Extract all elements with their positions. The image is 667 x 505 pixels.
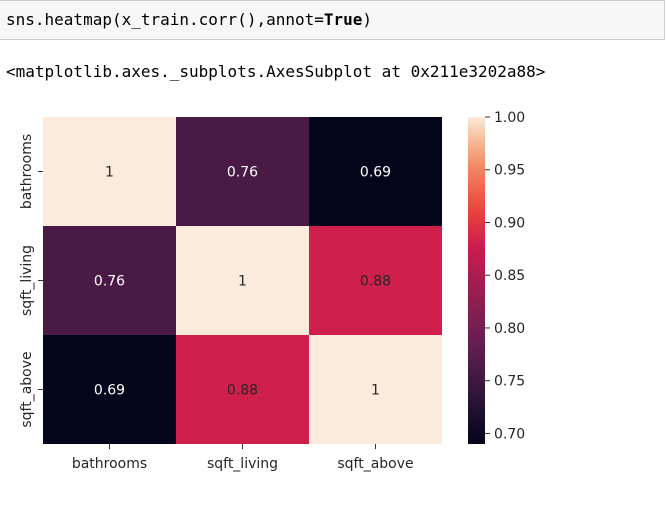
code-prefix: sns.heatmap(x_train.corr(),annot=	[6, 10, 324, 29]
cell-annotation: 0.88	[360, 274, 391, 290]
colorbar-tick-label: 0.85	[494, 268, 525, 284]
heatmap-cell	[176, 335, 309, 444]
x-tick-label: sqft_living	[207, 456, 278, 472]
heatmap-cell	[43, 335, 176, 444]
colorbar-tick-label: 0.90	[494, 215, 525, 231]
y-tick-label: bathrooms	[19, 134, 35, 209]
cell-annotation: 0.69	[94, 383, 125, 399]
heatmap-cell	[43, 117, 176, 226]
cell-annotation: 1	[238, 274, 247, 290]
cell-annotation: 1	[371, 383, 380, 399]
colorbar-tick-label: 0.80	[494, 321, 525, 337]
colorbar-tick-label: 0.70	[494, 426, 525, 442]
code-keyword: True	[323, 10, 363, 29]
code-cell[interactable]: sns.heatmap(x_train.corr(),annot=True)	[0, 0, 665, 40]
x-tick-label: sqft_above	[337, 456, 413, 472]
cell-annotation: 0.69	[360, 165, 391, 181]
heatmap-cell	[176, 226, 309, 335]
x-tick-label: bathrooms	[72, 456, 147, 472]
colorbar-tick-label: 0.95	[494, 163, 525, 179]
cell-annotation: 0.76	[227, 165, 258, 181]
cell-annotation: 0.88	[227, 383, 258, 399]
code-line[interactable]: sns.heatmap(x_train.corr(),annot=True)	[6, 10, 372, 29]
heatmap-chart: 1 0.76 0.69 0.76 1 0.88 0.69 0.88 1 bathrooms sqft…	[19, 110, 525, 472]
heatmap-cell	[43, 226, 176, 335]
y-tick-label: sqft_above	[19, 351, 35, 427]
colorbar-tick-label: 0.75	[494, 374, 525, 390]
y-tick-label: sqft_living	[19, 245, 35, 316]
heatmap-cell	[309, 117, 442, 226]
code-suffix: )	[362, 10, 373, 29]
cell-annotation: 1	[105, 165, 114, 181]
heatmap-cell	[176, 117, 309, 226]
output-text: <matplotlib.axes._subplots.AxesSubplot a…	[6, 62, 546, 81]
colorbar-tick-label: 1.00	[494, 110, 525, 126]
colorbar	[468, 117, 485, 444]
cell-annotation: 0.76	[94, 274, 125, 290]
heatmap-cell	[309, 226, 442, 335]
heatmap-cell	[309, 335, 442, 444]
